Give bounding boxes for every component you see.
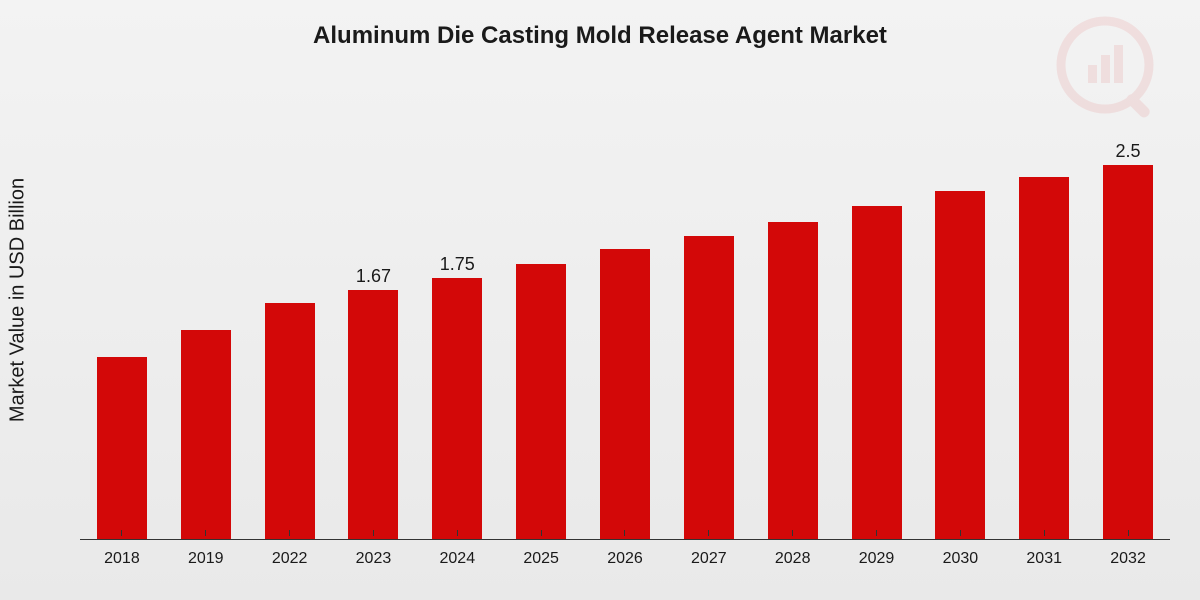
bar-slot xyxy=(751,90,835,540)
bar xyxy=(181,330,231,540)
x-tick-label: 2025 xyxy=(523,550,559,568)
x-tick: 2026 xyxy=(583,550,667,580)
x-tick: 2023 xyxy=(332,550,416,580)
x-tick-label: 2019 xyxy=(188,550,224,568)
bar xyxy=(852,206,902,541)
x-tick: 2025 xyxy=(499,550,583,580)
tick-mark xyxy=(624,530,625,536)
tick-mark xyxy=(289,530,290,536)
bar-slot xyxy=(918,90,1002,540)
tick-mark xyxy=(876,530,877,536)
bar-value-label: 1.67 xyxy=(356,266,391,287)
bars-container: 1.67 1.75 2.5 xyxy=(80,90,1170,540)
tick-mark xyxy=(960,530,961,536)
x-tick-label: 2023 xyxy=(356,550,392,568)
x-tick: 2032 xyxy=(1086,550,1170,580)
bar xyxy=(1019,177,1069,540)
bar-value-label: 2.5 xyxy=(1116,141,1141,162)
x-tick: 2024 xyxy=(415,550,499,580)
x-tick-label: 2030 xyxy=(943,550,979,568)
x-tick: 2019 xyxy=(164,550,248,580)
tick-mark xyxy=(792,530,793,536)
x-tick: 2030 xyxy=(918,550,1002,580)
bar: 1.67 xyxy=(348,290,398,541)
tick-mark xyxy=(457,530,458,536)
bar-slot xyxy=(835,90,919,540)
x-tick-label: 2027 xyxy=(691,550,727,568)
bar xyxy=(684,236,734,540)
tick-mark xyxy=(373,530,374,536)
tick-mark xyxy=(205,530,206,536)
x-ticks-container: 2018 2019 2022 2023 2024 2025 2026 2027 2028 2029… xyxy=(80,550,1170,580)
tick-mark xyxy=(121,530,122,536)
x-axis-line xyxy=(80,539,1170,540)
bar-slot: 2.5 xyxy=(1086,90,1170,540)
bar xyxy=(935,191,985,541)
bar-slot xyxy=(583,90,667,540)
tick-mark xyxy=(708,530,709,536)
bar-slot xyxy=(248,90,332,540)
bar xyxy=(768,222,818,540)
x-tick: 2028 xyxy=(751,550,835,580)
x-tick: 2018 xyxy=(80,550,164,580)
bar-slot xyxy=(499,90,583,540)
bar-slot xyxy=(164,90,248,540)
bar xyxy=(600,249,650,540)
tick-mark xyxy=(1128,530,1129,536)
bar-slot xyxy=(80,90,164,540)
x-tick-label: 2026 xyxy=(607,550,643,568)
x-tick-label: 2028 xyxy=(775,550,811,568)
plot-area: 1.67 1.75 2.5 xyxy=(80,90,1170,540)
tick-mark xyxy=(1044,530,1045,536)
tick-mark xyxy=(541,530,542,536)
bar: 1.75 xyxy=(432,278,482,541)
bar xyxy=(97,357,147,540)
bar xyxy=(516,264,566,540)
x-tick-label: 2024 xyxy=(440,550,476,568)
x-tick: 2022 xyxy=(248,550,332,580)
bar: 2.5 xyxy=(1103,165,1153,540)
x-tick: 2031 xyxy=(1002,550,1086,580)
y-axis-label: Market Value in USD Billion xyxy=(7,178,30,422)
bar-slot xyxy=(667,90,751,540)
x-tick-label: 2029 xyxy=(859,550,895,568)
bar-slot xyxy=(1002,90,1086,540)
bar-slot: 1.67 xyxy=(332,90,416,540)
bar-value-label: 1.75 xyxy=(440,254,475,275)
x-tick-label: 2031 xyxy=(1026,550,1062,568)
bar xyxy=(265,303,315,540)
bar-slot: 1.75 xyxy=(415,90,499,540)
chart-title: Aluminum Die Casting Mold Release Agent … xyxy=(0,22,1200,50)
x-tick-label: 2018 xyxy=(104,550,140,568)
x-tick-label: 2032 xyxy=(1110,550,1146,568)
x-tick-label: 2022 xyxy=(272,550,308,568)
x-tick: 2027 xyxy=(667,550,751,580)
x-tick: 2029 xyxy=(835,550,919,580)
